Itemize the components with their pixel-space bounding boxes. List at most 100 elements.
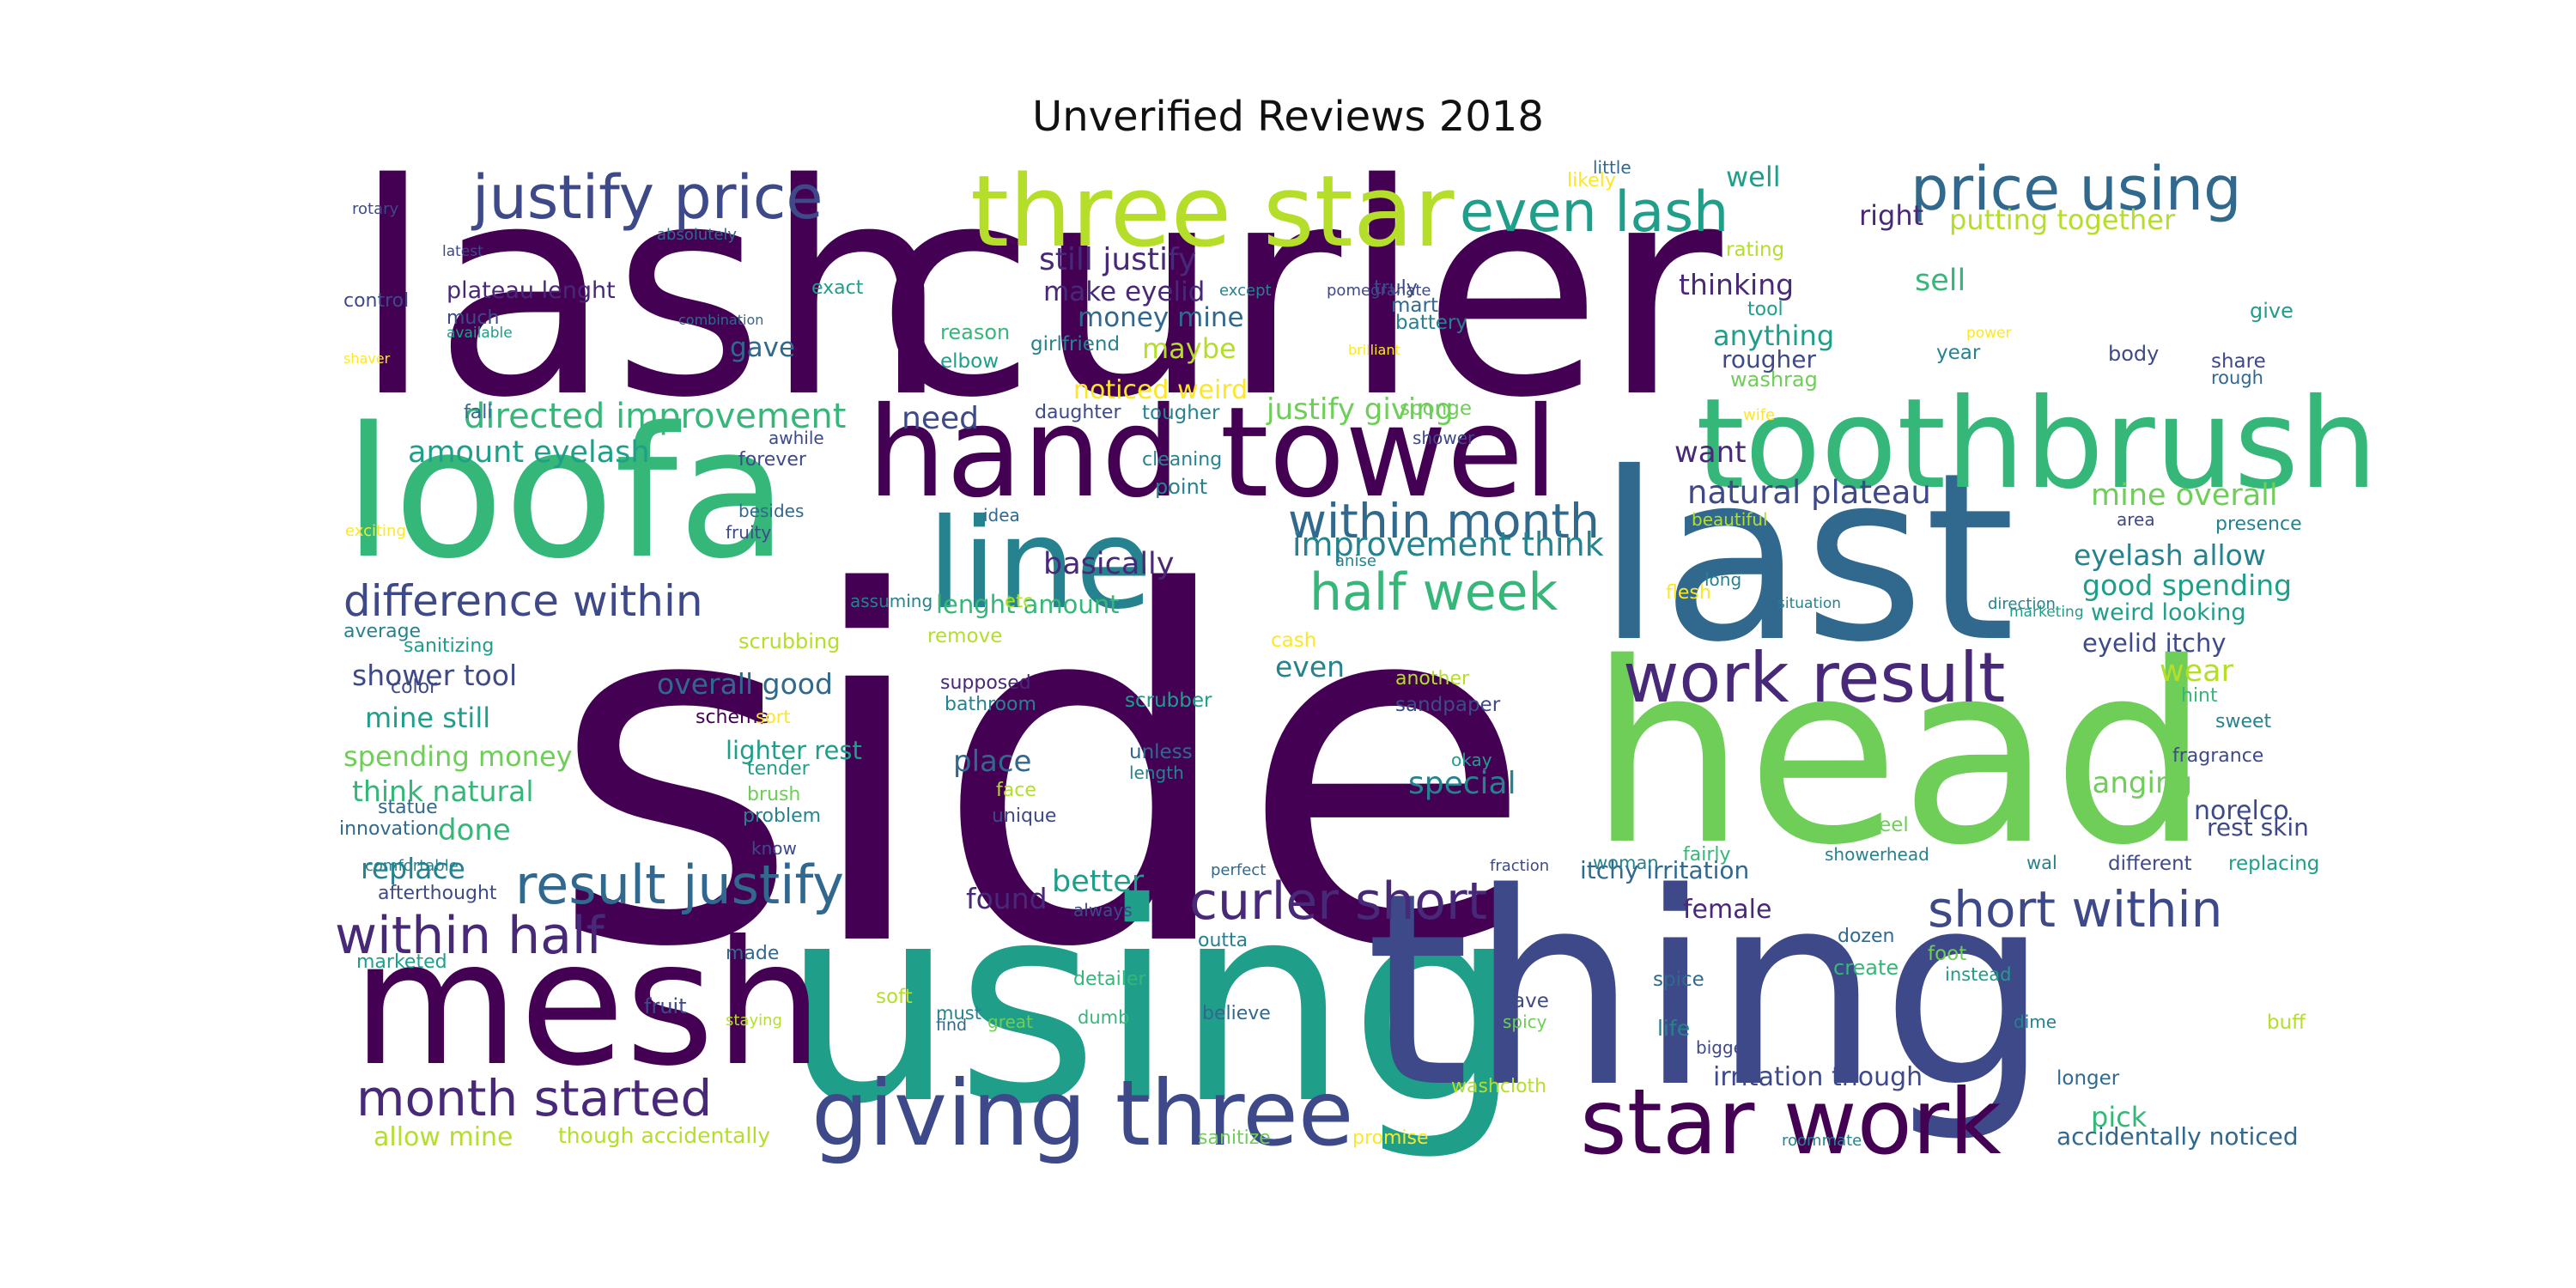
cloud-word: short within	[1928, 880, 2223, 939]
cloud-word: great	[987, 1012, 1033, 1032]
cloud-word: overall good	[657, 667, 833, 701]
cloud-word: improvement think	[1292, 526, 1604, 563]
cloud-word: roommate	[1782, 1132, 1862, 1150]
cloud-word: must	[936, 1003, 981, 1024]
cloud-word: elbow	[940, 350, 999, 373]
cloud-word: rotary	[352, 200, 399, 218]
cloud-word: made	[726, 943, 780, 964]
cloud-word: scrubbing	[738, 629, 841, 653]
cloud-word: dime	[2014, 1012, 2057, 1032]
cloud-word: create	[1833, 956, 1899, 980]
cloud-word: curler short	[1189, 872, 1488, 932]
cloud-word: dozen	[1838, 926, 1895, 947]
cloud-word: know	[751, 838, 797, 859]
cloud-word: sort	[756, 707, 791, 727]
cloud-word: okay	[1451, 750, 1492, 770]
cloud-word: staying	[726, 1012, 782, 1030]
cloud-word: mine overall	[2091, 478, 2278, 513]
cloud-word: wear	[2160, 654, 2233, 689]
cloud-word: half week	[1309, 562, 1558, 623]
cloud-word: shaver	[343, 350, 391, 367]
cloud-word: likely	[1567, 170, 1616, 191]
cloud-word: control	[343, 290, 410, 312]
cloud-word: make eyelid	[1043, 276, 1206, 307]
cloud-word: comfortable	[365, 857, 459, 875]
cloud-word: plateau lenght	[447, 277, 616, 304]
cloud-word: foot	[1928, 943, 1967, 965]
cloud-word: another	[1395, 668, 1470, 690]
cloud-word: work result	[1623, 638, 2006, 718]
cloud-word: even lash	[1460, 180, 1729, 245]
cloud-word: money mine	[1078, 302, 1244, 333]
cloud-word: pomegranate	[1327, 282, 1431, 300]
cloud-word: brush	[747, 784, 801, 805]
cloud-word: need	[902, 401, 979, 436]
cloud-word: irritation though	[1713, 1062, 1923, 1092]
cloud-word: longer	[2057, 1067, 2120, 1090]
cloud-word: justify giving	[1267, 392, 1454, 427]
cloud-word: assuming	[850, 591, 933, 611]
cloud-word: giving three	[811, 1061, 1354, 1166]
cloud-word: eyelid itchy	[2082, 629, 2227, 658]
cloud-word: fruit	[644, 994, 687, 1018]
cloud-word: eyelash allow	[2074, 538, 2266, 572]
cloud-word: idea	[983, 505, 1020, 526]
cloud-word: much	[447, 307, 500, 329]
cloud-word: presence	[2215, 513, 2302, 535]
cloud-word: gave	[730, 332, 796, 363]
cloud-word: rating	[1726, 239, 1785, 261]
cloud-word: natural plateau	[1687, 474, 1931, 511]
cloud-word: within half	[335, 906, 605, 966]
cloud-word: hanging	[2074, 766, 2193, 800]
cloud-word: within month	[1288, 494, 1600, 549]
cloud-word: lighter rest	[726, 736, 862, 765]
cloud-word: difference within	[343, 576, 703, 626]
cloud-word: long	[1704, 569, 1742, 590]
cloud-word: spending money	[343, 740, 573, 773]
cloud-word: power	[1966, 325, 2012, 342]
cloud-word: sanitize	[1198, 1127, 1271, 1149]
cloud-word: spicy	[1503, 1012, 1547, 1032]
cloud-word: area	[2117, 509, 2155, 530]
cloud-word: believe	[1202, 1003, 1271, 1024]
cloud-word: forever	[738, 449, 806, 471]
chart-title: Unverified Reviews 2018	[1032, 93, 1544, 141]
cloud-word: toothbrush	[1696, 372, 2379, 517]
cloud-word: maybe	[1142, 332, 1236, 365]
cloud-word: tougher	[1142, 402, 1220, 424]
cloud-word: life	[1657, 1016, 1691, 1041]
cloud-word: curler	[876, 122, 1722, 462]
cloud-word: instead	[1945, 964, 2012, 985]
cloud-word: available	[447, 325, 513, 342]
cloud-word: outta	[1198, 930, 1249, 951]
cloud-word: except	[1219, 282, 1272, 300]
cloud-word: scheme	[696, 707, 770, 728]
cloud-word: three star	[970, 155, 1455, 270]
cloud-word: side	[550, 493, 1535, 1053]
cloud-word: biggest	[1696, 1037, 1760, 1058]
cloud-word: better	[1052, 865, 1145, 899]
cloud-word: want	[1674, 435, 1747, 470]
cloud-word: directed improvement	[464, 397, 847, 436]
cloud-word: special	[1408, 766, 1516, 801]
cloud-word: exciting	[345, 522, 406, 540]
cloud-word: fall	[464, 402, 493, 423]
cloud-word: tender	[747, 758, 810, 780]
cloud-word: beautiful	[1692, 509, 1768, 530]
cloud-word: found	[966, 882, 1048, 915]
cloud-word: flesh	[1666, 582, 1711, 604]
cloud-word: feel	[1872, 814, 1909, 836]
cloud-word: anything	[1713, 319, 1835, 352]
cloud-word: marketed	[356, 951, 447, 973]
cloud-word: etc	[1005, 591, 1033, 611]
cloud-word: weird looking	[2091, 599, 2246, 626]
cloud-word: mesh	[352, 904, 823, 1104]
cloud-word: afterthought	[378, 883, 497, 904]
cloud-word: length	[1129, 762, 1184, 783]
cloud-word: cleaning	[1142, 449, 1223, 471]
cloud-word: last	[1597, 422, 2016, 693]
cloud-word: think natural	[352, 775, 534, 808]
cloud-word: star work	[1580, 1070, 2002, 1175]
cloud-word: always	[1073, 900, 1133, 920]
cloud-word: save	[1503, 990, 1549, 1012]
